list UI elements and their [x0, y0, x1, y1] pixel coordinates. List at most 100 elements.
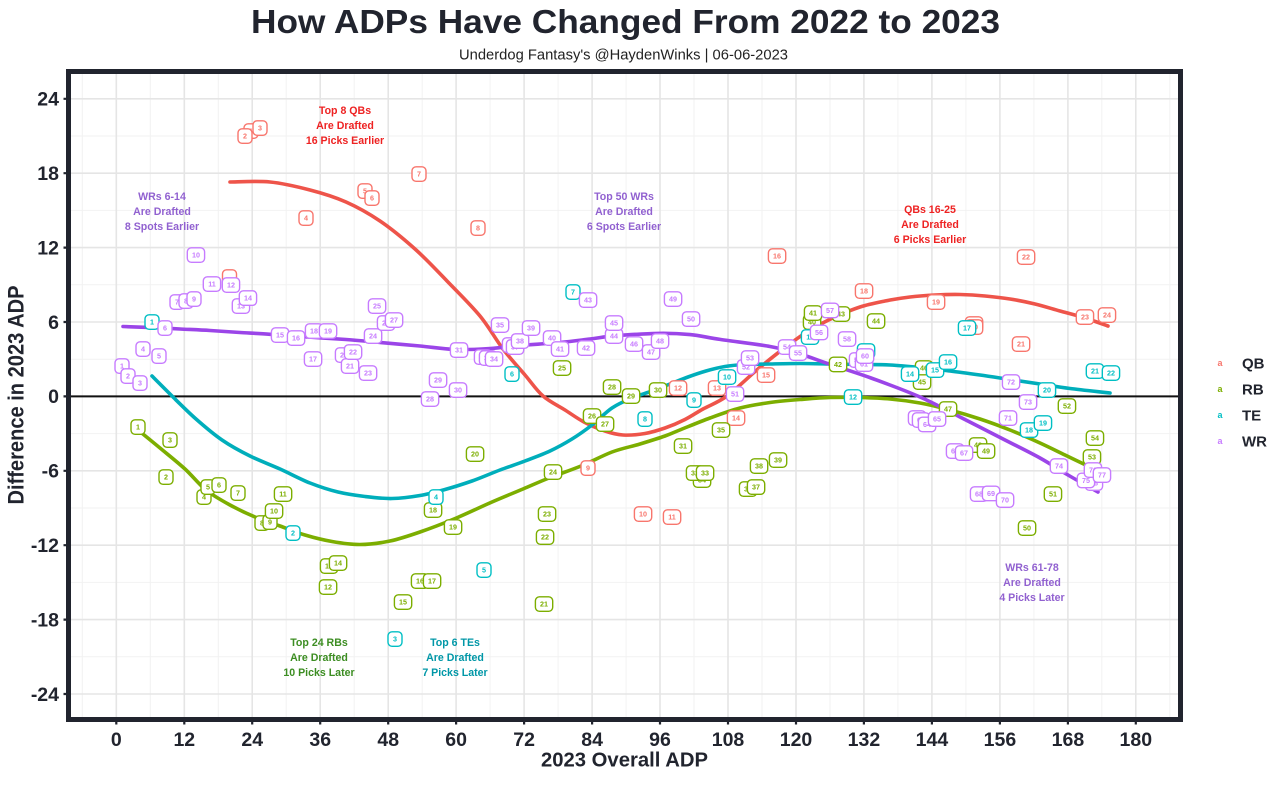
svg-text:71: 71: [1004, 414, 1012, 423]
svg-text:4: 4: [304, 214, 308, 223]
svg-text:14: 14: [334, 559, 342, 568]
svg-text:96: 96: [649, 729, 671, 751]
svg-text:52: 52: [742, 363, 750, 372]
svg-text:10: 10: [639, 510, 647, 519]
svg-text:7: 7: [236, 489, 240, 498]
svg-text:10: 10: [270, 507, 278, 516]
svg-text:4: 4: [141, 345, 145, 354]
svg-text:12: 12: [849, 393, 857, 402]
svg-text:6: 6: [163, 324, 167, 333]
svg-text:50: 50: [687, 315, 695, 324]
svg-text:WRs 6-14: WRs 6-14: [138, 191, 186, 203]
svg-text:51: 51: [731, 390, 739, 399]
svg-text:15: 15: [399, 598, 407, 607]
svg-text:RB: RB: [1242, 382, 1264, 399]
svg-text:6: 6: [217, 481, 221, 490]
svg-text:26: 26: [588, 412, 596, 421]
svg-text:77: 77: [1098, 471, 1106, 480]
svg-text:41: 41: [556, 345, 564, 354]
svg-text:22: 22: [349, 348, 357, 357]
svg-text:2023 Overall ADP: 2023 Overall ADP: [541, 749, 708, 772]
svg-text:-6: -6: [42, 461, 59, 483]
svg-text:12: 12: [674, 384, 682, 393]
svg-text:60: 60: [445, 729, 467, 751]
svg-text:Are Drafted: Are Drafted: [1003, 577, 1061, 589]
svg-text:53: 53: [746, 354, 754, 363]
svg-text:0: 0: [111, 729, 122, 751]
svg-text:156: 156: [984, 729, 1017, 751]
svg-text:4: 4: [202, 493, 206, 502]
svg-text:40: 40: [548, 334, 556, 343]
svg-text:41: 41: [809, 309, 817, 318]
svg-text:25: 25: [373, 302, 381, 311]
svg-text:12: 12: [324, 583, 332, 592]
svg-text:2: 2: [291, 529, 295, 538]
svg-text:38: 38: [755, 462, 763, 471]
svg-text:7: 7: [175, 298, 179, 307]
svg-text:16: 16: [944, 358, 952, 367]
svg-text:12: 12: [37, 237, 59, 259]
svg-text:9: 9: [692, 396, 696, 405]
svg-text:12: 12: [173, 729, 195, 751]
svg-text:21: 21: [346, 362, 354, 371]
svg-text:40: 40: [808, 318, 816, 327]
svg-text:8: 8: [476, 224, 480, 233]
svg-text:48: 48: [656, 337, 664, 346]
svg-text:27: 27: [601, 420, 609, 429]
svg-text:144: 144: [916, 729, 949, 751]
svg-text:24: 24: [1103, 311, 1111, 320]
svg-text:45: 45: [610, 319, 618, 328]
svg-text:15: 15: [931, 366, 939, 375]
svg-text:15: 15: [762, 371, 770, 380]
svg-text:6 Picks Earlier: 6 Picks Earlier: [894, 234, 966, 246]
svg-text:QBs 16-25: QBs 16-25: [904, 204, 956, 216]
svg-text:24: 24: [37, 89, 59, 111]
svg-text:74: 74: [1055, 462, 1063, 471]
svg-text:a: a: [1217, 410, 1223, 420]
svg-text:18: 18: [310, 327, 318, 336]
svg-text:0: 0: [48, 386, 59, 408]
svg-text:1: 1: [120, 362, 124, 371]
svg-text:17: 17: [309, 355, 317, 364]
svg-text:56: 56: [815, 328, 823, 337]
svg-text:50: 50: [1023, 524, 1031, 533]
svg-text:4: 4: [434, 493, 438, 502]
svg-text:70: 70: [1001, 496, 1009, 505]
svg-text:-18: -18: [31, 609, 59, 631]
svg-text:16: 16: [416, 577, 424, 586]
svg-text:2: 2: [164, 473, 168, 482]
svg-text:10: 10: [723, 373, 731, 382]
svg-text:3: 3: [168, 436, 172, 445]
svg-text:a: a: [1217, 358, 1223, 368]
svg-text:2: 2: [243, 132, 247, 141]
svg-text:QB: QB: [1242, 356, 1265, 373]
svg-text:14: 14: [732, 414, 740, 423]
svg-text:18: 18: [37, 163, 59, 185]
svg-text:10: 10: [192, 251, 200, 260]
svg-text:39: 39: [527, 324, 535, 333]
svg-text:16 Picks Earlier: 16 Picks Earlier: [306, 135, 384, 147]
svg-text:8: 8: [260, 519, 264, 528]
svg-text:11: 11: [279, 490, 287, 499]
svg-text:6: 6: [510, 370, 514, 379]
svg-text:47: 47: [647, 348, 655, 357]
svg-text:61: 61: [860, 360, 868, 369]
svg-text:60: 60: [861, 352, 869, 361]
svg-text:46: 46: [630, 340, 638, 349]
svg-text:57: 57: [826, 306, 834, 315]
svg-text:1: 1: [150, 318, 154, 327]
svg-text:22: 22: [541, 533, 549, 542]
svg-text:68: 68: [975, 490, 983, 499]
svg-text:5: 5: [157, 352, 161, 361]
svg-text:Top 8 QBs: Top 8 QBs: [319, 105, 371, 117]
svg-text:3: 3: [138, 379, 142, 388]
svg-text:19: 19: [932, 298, 940, 307]
svg-text:18: 18: [429, 506, 437, 515]
svg-text:17: 17: [428, 577, 436, 586]
svg-text:10 Picks Later: 10 Picks Later: [283, 667, 354, 679]
svg-text:3: 3: [258, 124, 262, 133]
svg-text:44: 44: [872, 317, 880, 326]
svg-text:7: 7: [417, 170, 421, 179]
svg-text:5: 5: [482, 566, 486, 575]
svg-text:53: 53: [1088, 453, 1096, 462]
